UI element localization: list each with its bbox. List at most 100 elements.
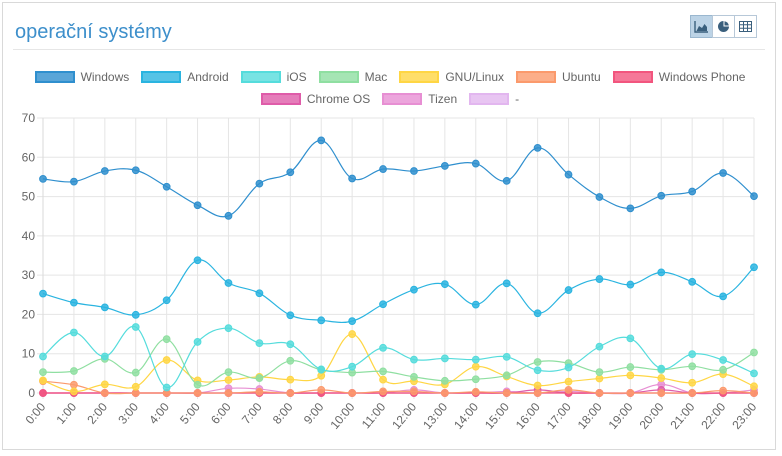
data-point xyxy=(595,275,604,283)
data-point xyxy=(286,375,295,384)
line-chart: 0 10 20 30 40 50 60 70 0:00 1:00 2:00 3:00 4:00 5:00 6… xyxy=(22,111,760,432)
y-tick-label: 60 xyxy=(22,150,36,164)
data-point xyxy=(533,366,542,375)
data-point xyxy=(379,300,387,309)
data-point xyxy=(410,372,418,381)
legend-item[interactable]: - xyxy=(469,91,519,106)
data-point xyxy=(131,389,140,397)
legend-swatch xyxy=(34,70,75,83)
data-point xyxy=(688,389,697,397)
data-point xyxy=(379,387,387,396)
data-point xyxy=(39,289,47,298)
legend-swatch xyxy=(516,70,556,83)
legend-item[interactable]: iOS xyxy=(240,69,307,84)
legend-label: Ubuntu xyxy=(562,69,601,84)
data-point xyxy=(533,389,542,397)
data-point xyxy=(224,211,233,220)
legend-label: Android xyxy=(187,69,229,84)
data-point xyxy=(564,170,573,179)
data-point xyxy=(471,387,480,396)
legend-label: Chrome OS xyxy=(306,91,371,106)
data-point xyxy=(70,298,78,307)
data-point xyxy=(471,375,480,384)
legend-item[interactable]: Windows Phone xyxy=(612,69,746,84)
data-point xyxy=(193,380,202,389)
data-point xyxy=(595,342,604,351)
data-point xyxy=(348,317,357,326)
chart-panel: operační systémy Windows Android iOS Mac GNU… xyxy=(2,2,776,450)
data-point xyxy=(410,387,418,396)
data-point xyxy=(100,389,109,397)
data-point xyxy=(255,387,264,396)
legend-item[interactable]: GNU/Linux xyxy=(399,69,504,84)
legend-item[interactable]: Mac xyxy=(318,69,388,84)
data-point xyxy=(224,376,233,384)
x-tick-label: 6:00 xyxy=(208,400,234,427)
data-point xyxy=(502,176,511,185)
data-point xyxy=(410,285,418,294)
data-point xyxy=(348,362,357,371)
legend-item[interactable]: Windows xyxy=(34,69,130,84)
series-line xyxy=(42,139,755,218)
legend-label: Mac xyxy=(364,69,388,84)
data-point xyxy=(70,367,78,375)
x-tick-label: 18:00 xyxy=(575,400,605,432)
legend-label: - xyxy=(515,91,520,106)
y-tick-label: 50 xyxy=(22,190,36,204)
x-tick-label: 17:00 xyxy=(544,400,574,432)
data-point xyxy=(719,356,727,364)
data-point xyxy=(193,256,202,265)
data-point xyxy=(131,382,140,391)
chart-legend: Windows Android iOS Mac GNU/Linux Ubuntu Windo… xyxy=(3,69,777,106)
data-point xyxy=(688,187,697,196)
data-point xyxy=(348,330,357,338)
x-tick-label: 5:00 xyxy=(177,400,203,427)
legend-item[interactable]: Android xyxy=(141,69,229,84)
data-point xyxy=(657,364,666,373)
y-tick-label: 0 xyxy=(28,386,35,400)
legend-label: Windows xyxy=(80,69,130,84)
data-point xyxy=(348,174,357,183)
table-view-button[interactable] xyxy=(734,15,757,38)
data-point xyxy=(255,179,264,188)
data-point xyxy=(70,387,78,396)
x-tick-label: 14:00 xyxy=(451,400,481,432)
data-point xyxy=(131,166,140,175)
data-point xyxy=(317,136,326,145)
data-point xyxy=(471,362,480,371)
x-tick-label: 19:00 xyxy=(606,400,636,432)
data-point xyxy=(100,167,109,175)
data-point xyxy=(688,362,697,371)
series-line xyxy=(42,338,755,387)
data-point xyxy=(379,343,387,352)
data-point xyxy=(440,354,449,363)
data-point xyxy=(193,389,202,397)
x-tick-label: 3:00 xyxy=(115,400,141,427)
pie-chart-icon xyxy=(718,20,730,32)
y-tick-label: 20 xyxy=(22,307,36,321)
x-tick-label: 23:00 xyxy=(729,400,759,432)
data-point xyxy=(255,374,264,382)
data-point xyxy=(224,389,233,397)
data-point xyxy=(224,279,233,287)
data-point xyxy=(564,377,573,386)
legend-item[interactable]: Ubuntu xyxy=(516,69,601,84)
x-tick-label: 10:00 xyxy=(327,400,357,432)
data-point xyxy=(70,328,78,337)
legend-item[interactable]: Tizen xyxy=(382,91,457,106)
data-point xyxy=(657,374,666,382)
x-tick-label: 8:00 xyxy=(270,400,296,427)
data-point xyxy=(70,177,78,186)
legend-item[interactable]: Chrome OS xyxy=(260,91,371,106)
data-point xyxy=(626,280,635,289)
data-point xyxy=(719,169,727,177)
pie-chart-view-button[interactable] xyxy=(712,15,735,38)
data-point xyxy=(688,378,697,387)
data-point xyxy=(502,279,511,288)
data-point xyxy=(750,369,758,378)
x-tick-label: 21:00 xyxy=(667,400,697,432)
data-point xyxy=(688,277,697,286)
data-point xyxy=(162,182,171,191)
data-point xyxy=(317,385,326,394)
legend-label: Windows Phone xyxy=(658,69,746,84)
